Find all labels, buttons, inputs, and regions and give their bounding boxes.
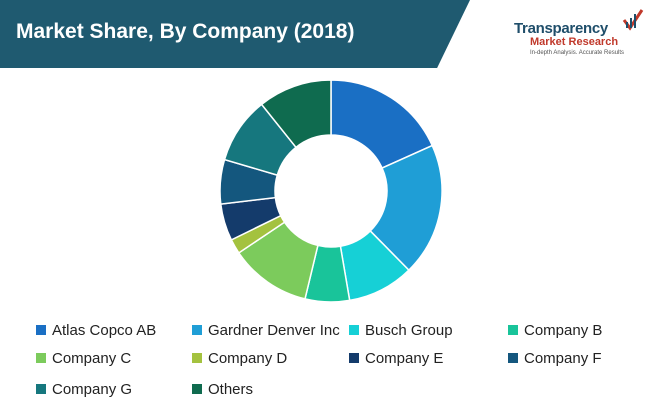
brand-logo: Transparency Market Research In-depth An… (508, 8, 644, 66)
legend-swatch (192, 384, 202, 394)
legend-swatch (508, 325, 518, 335)
donut-chart (219, 79, 443, 303)
legend-item-busch-group: Busch Group (349, 321, 453, 339)
legend-item-company-d: Company D (192, 349, 287, 367)
legend-label: Company C (52, 349, 132, 367)
legend-label: Company G (52, 380, 133, 398)
logo-subname: Market Research (530, 36, 619, 48)
legend-item-company-g: Company G (36, 380, 132, 398)
legend-item-company-b: Company B (508, 321, 602, 339)
legend-swatch (508, 353, 518, 363)
legend-swatch (349, 325, 359, 335)
legend-label: Gardner Denver Inc (208, 321, 340, 339)
logo-tagline: In-depth Analysis. Accurate Results (530, 50, 625, 56)
legend-item-gardner-denver-inc: Gardner Denver Inc (192, 321, 340, 339)
legend-swatch (192, 353, 202, 363)
logo-name: Transparency (514, 20, 608, 37)
legend-swatch (36, 325, 46, 335)
legend-item-others: Others (192, 380, 253, 398)
checkmark-chart-icon (622, 9, 644, 31)
legend-swatch (192, 325, 202, 335)
legend-label: Company B (524, 321, 603, 339)
legend-label: Atlas Copco AB (52, 321, 157, 339)
legend-label: Company D (208, 349, 288, 367)
legend-label: Company F (524, 349, 602, 367)
legend-item-atlas-copco-ab: Atlas Copco AB (36, 321, 156, 339)
legend-label: Busch Group (365, 321, 453, 339)
legend-swatch (36, 384, 46, 394)
legend-label: Company E (365, 349, 444, 367)
legend-swatch (36, 353, 46, 363)
legend-item-company-f: Company F (508, 349, 602, 367)
legend-swatch (349, 353, 359, 363)
legend-item-company-e: Company E (349, 349, 443, 367)
legend-label: Others (208, 380, 254, 398)
legend-item-company-c: Company C (36, 349, 131, 367)
donut-slice-gardner-denver-inc (369, 144, 443, 272)
title-banner: Market Share, By Company (2018) (0, 0, 470, 68)
donut-slice-others (260, 79, 332, 149)
page-title: Market Share, By Company (2018) (16, 20, 355, 43)
